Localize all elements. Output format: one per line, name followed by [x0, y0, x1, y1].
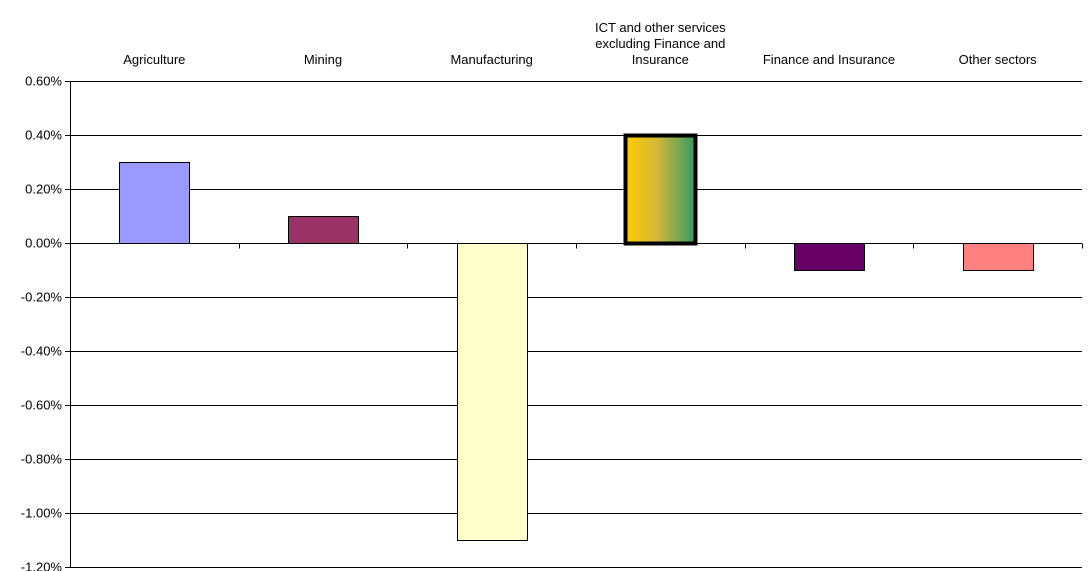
y-tick-label: -0.20%: [21, 290, 63, 305]
bar-other-sectors: [963, 243, 1034, 271]
bar-finance-and-insurance: [794, 243, 865, 271]
y-tick-label: -1.00%: [21, 506, 63, 521]
y-tick-label: -1.20%: [21, 560, 63, 571]
category-label: Agriculture: [123, 52, 185, 67]
y-tick-label: 0.20%: [25, 182, 62, 197]
y-tick-labels: 0.60% 0.40% 0.20% 0.00% -0.20% -0.40% -0.60% -0…: [21, 74, 63, 571]
bar-mining: [288, 216, 359, 244]
axes: [65, 81, 1083, 568]
y-tick-label: -0.60%: [21, 398, 63, 413]
y-tick-label: -0.80%: [21, 452, 63, 467]
y-tick-label: 0.40%: [25, 128, 62, 143]
category-label: Mining: [304, 52, 342, 67]
category-label: Manufacturing: [450, 52, 532, 67]
bar-agriculture: [119, 162, 190, 244]
y-tick-label: -0.40%: [21, 344, 63, 359]
y-tick-label: 0.00%: [25, 236, 62, 251]
bar-manufacturing: [457, 243, 528, 541]
category-labels: Agriculture Mining Manufacturing ICT and ot…: [123, 20, 1037, 67]
bars: [119, 133, 1034, 541]
gridlines: [70, 81, 1082, 568]
category-label: ICT and other services excluding Finance …: [595, 20, 726, 67]
category-label: Finance and Insurance: [763, 52, 895, 67]
bar-ict-and-other-services-excluding-finance-and-insurance: [623, 133, 698, 246]
category-label: Other sectors: [959, 52, 1038, 67]
y-tick-label: 0.60%: [25, 74, 62, 89]
